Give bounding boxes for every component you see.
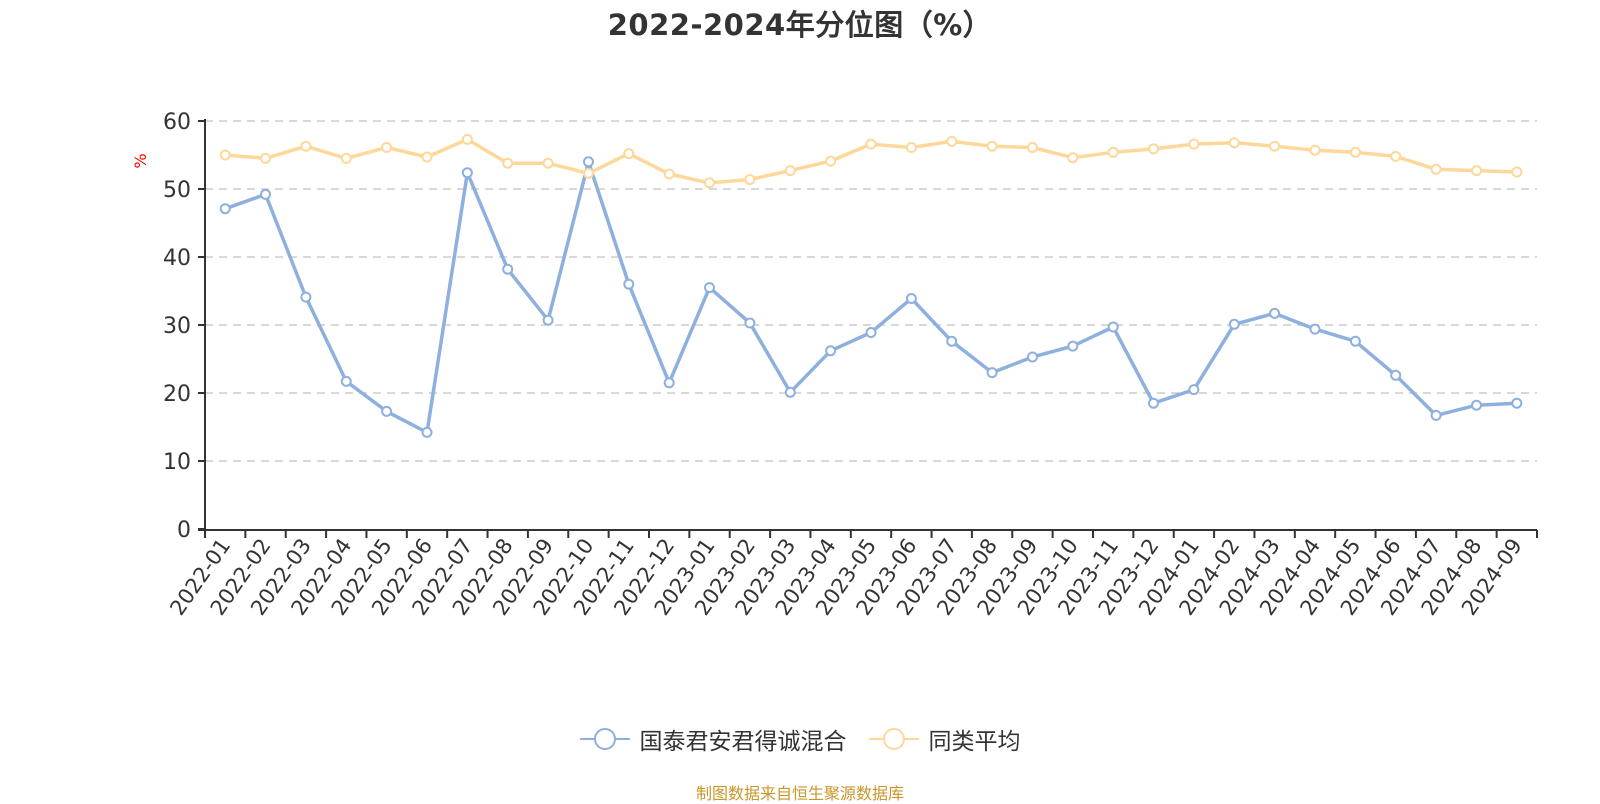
y-tick-label: 10 [163,450,191,475]
data-point[interactable] [1188,138,1200,150]
data-point[interactable] [1148,397,1159,409]
data-point[interactable] [300,291,312,303]
data-point[interactable] [1309,323,1321,335]
legend-line-circle-icon [868,727,919,751]
y-tick-label: 60 [163,110,191,135]
data-point[interactable] [704,177,715,189]
legend-line-circle-icon [579,727,630,751]
data-point[interactable] [502,157,514,169]
data-point[interactable] [219,203,231,215]
data-point[interactable] [986,367,998,379]
y-tick-label: 50 [163,178,191,203]
legend-label: 同类平均 [928,729,1021,755]
data-point[interactable] [1349,146,1361,158]
data-point[interactable] [865,327,877,338]
data-point[interactable] [260,188,271,200]
data-point[interactable] [542,157,554,169]
data-point[interactable] [744,317,756,329]
data-point[interactable] [1067,152,1079,164]
data-point[interactable] [421,426,433,438]
data-point[interactable] [583,156,594,168]
data-point[interactable] [1269,307,1281,319]
data-point[interactable] [421,151,433,163]
axes: 01020304050602022-012022-022022-032022-0… [163,110,1538,620]
data-point[interactable] [542,314,554,326]
data-point[interactable] [340,152,352,164]
data-point[interactable] [865,138,877,150]
data-point[interactable] [219,149,231,161]
data-point[interactable] [905,142,917,153]
data-point[interactable] [784,165,796,177]
data-point[interactable] [1430,163,1442,175]
data-point[interactable] [1188,384,1200,396]
data-point[interactable] [461,133,473,145]
data-point[interactable] [905,293,917,304]
data-point[interactable] [1228,137,1240,149]
series-lines [219,133,1523,438]
data-point[interactable] [1228,318,1240,330]
data-point[interactable] [1148,143,1159,155]
data-point[interactable] [1027,351,1038,363]
data-point[interactable] [381,405,393,417]
data-point[interactable] [1107,146,1119,158]
data-point[interactable] [340,375,352,387]
y-tick-label: 30 [163,314,191,339]
series-line-fund [224,160,1517,435]
data-point[interactable] [986,140,998,152]
y-tick-label: 0 [177,518,191,543]
y-tick-label: 20 [163,382,191,407]
data-point[interactable] [623,278,635,290]
data-point[interactable] [1471,399,1482,411]
data-point[interactable] [744,174,756,185]
data-point[interactable] [946,335,958,347]
chart-legend: 国泰君安君得诚混合 同类平均 [0,722,1600,756]
legend-item-fund[interactable]: 国泰君安君得诚混合 [579,722,847,756]
data-point[interactable] [1471,165,1482,177]
data-point[interactable] [1390,150,1402,162]
data-point[interactable] [1269,140,1281,152]
data-point[interactable] [1107,321,1119,333]
chart-title: 2022-2024年分位图（%） [607,8,993,42]
data-point[interactable] [1067,340,1079,352]
data-point[interactable] [381,142,393,153]
data-point[interactable] [1511,397,1523,409]
data-point[interactable] [583,167,594,179]
data-point[interactable] [663,377,675,389]
data-point[interactable] [946,135,958,147]
legend-label: 国泰君安君得诚混合 [639,729,847,755]
data-point[interactable] [300,140,312,152]
data-point[interactable] [1430,409,1442,421]
data-point[interactable] [784,386,796,398]
data-source-footer: 制图数据来自恒生聚源数据库 [695,784,904,803]
data-point[interactable] [502,263,514,275]
data-point[interactable] [663,168,675,180]
data-point[interactable] [461,167,473,179]
data-point[interactable] [1027,142,1038,153]
y-tick-label: 40 [163,246,191,271]
data-point[interactable] [825,345,837,357]
data-point[interactable] [1511,166,1523,178]
gridlines [205,120,1537,462]
y-axis-label: % [131,153,150,168]
data-point[interactable] [1349,335,1361,347]
data-point[interactable] [825,155,837,167]
data-point[interactable] [704,282,715,294]
data-point[interactable] [623,148,635,160]
legend-item-category-average[interactable]: 同类平均 [868,722,1021,756]
data-point[interactable] [1390,369,1402,381]
data-point[interactable] [1309,144,1321,156]
data-point[interactable] [260,152,271,164]
